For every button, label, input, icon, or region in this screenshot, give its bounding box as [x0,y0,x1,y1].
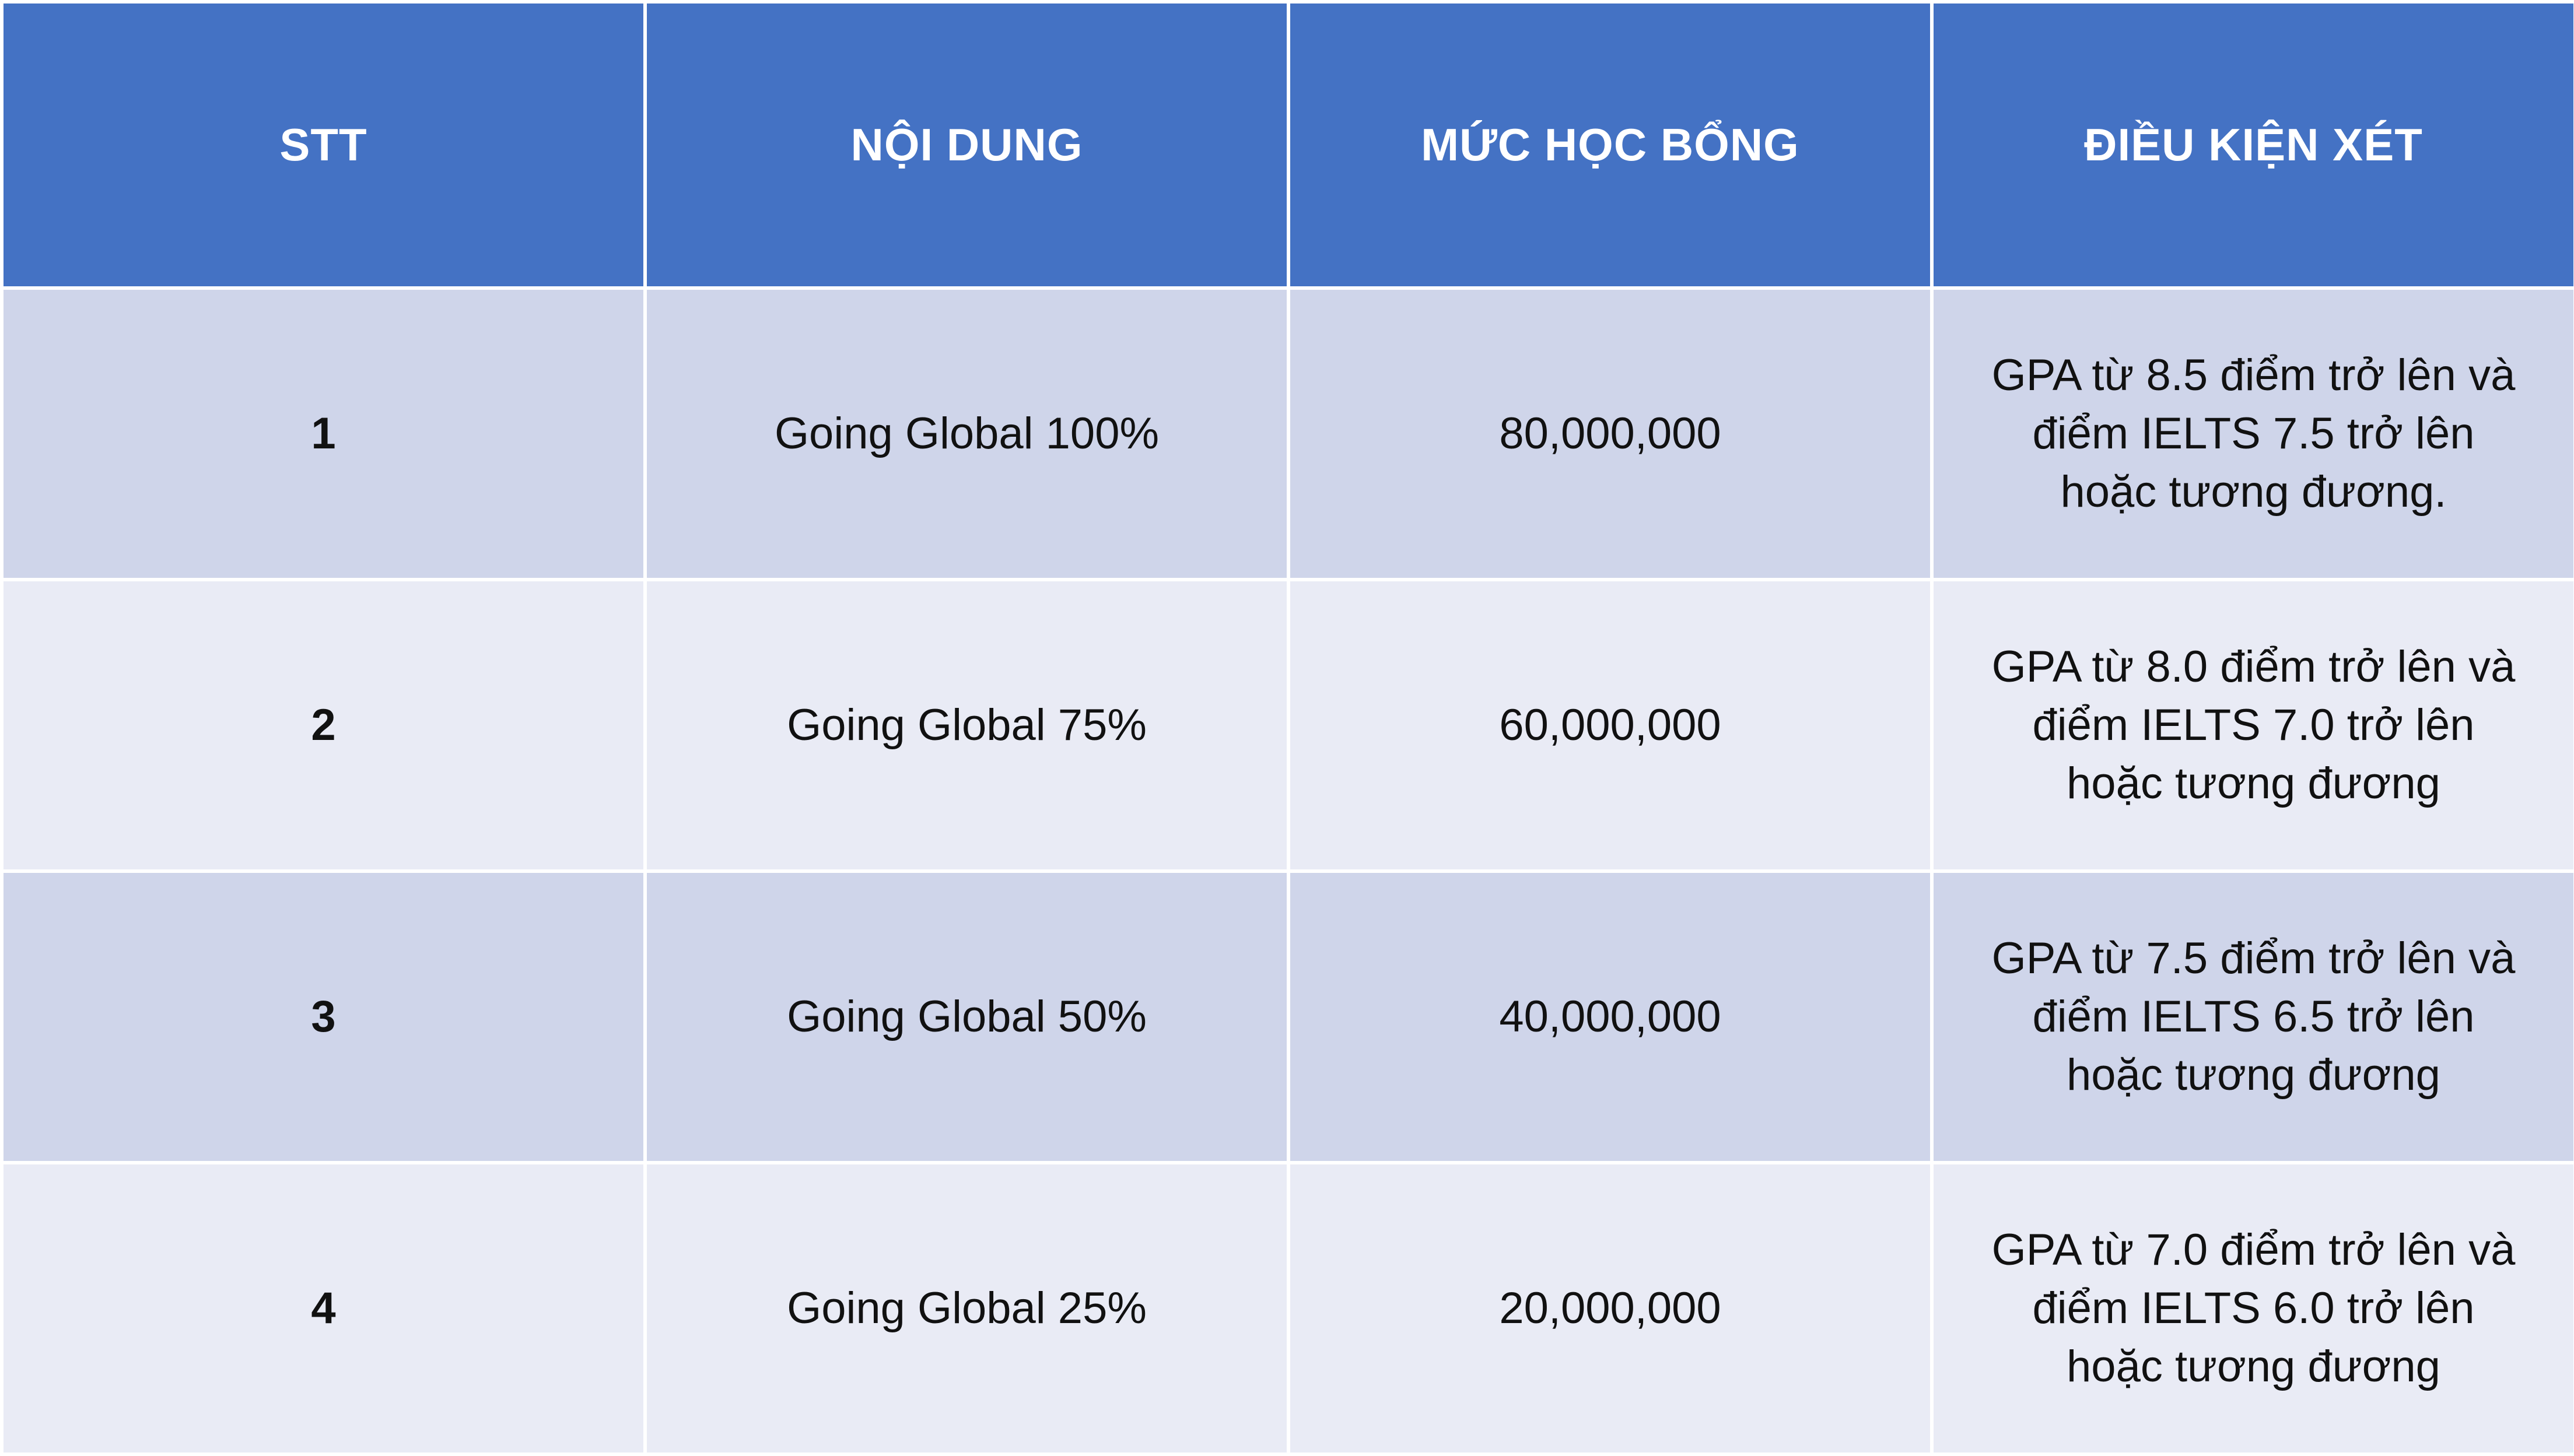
cell-stt: 1 [0,286,647,581]
cell-stt: 4 [0,1161,647,1456]
cell-noi-dung: Going Global 25% [643,1161,1290,1456]
header-dieu-kien-xet: ĐIỀU KIỆN XÉT [1930,0,2574,290]
cell-stt: 3 [0,869,647,1164]
table-row: 1 Going Global 100% 80,000,000 GPA từ 8.… [0,286,2574,581]
header-stt: STT [0,0,647,290]
cell-muc-hoc-bong: 60,000,000 [1287,578,1934,873]
cell-noi-dung: Going Global 50% [643,869,1290,1164]
cell-stt: 2 [0,578,647,873]
cell-dieu-kien: GPA từ 7.0 điểm trở lên và điểm IELTS 6.… [1930,1161,2574,1456]
cell-dieu-kien: GPA từ 7.5 điểm trở lên và điểm IELTS 6.… [1930,869,2574,1164]
cell-noi-dung: Going Global 75% [643,578,1290,873]
header-muc-hoc-bong: MỨC HỌC BỔNG [1287,0,1934,290]
cell-muc-hoc-bong: 20,000,000 [1287,1161,1934,1456]
table-row: 4 Going Global 25% 20,000,000 GPA từ 7.0… [0,1161,2574,1456]
table-header-row: STT NỘI DUNG MỨC HỌC BỔNG ĐIỀU KIỆN XÉT [0,0,2574,290]
cell-dieu-kien: GPA từ 8.5 điểm trở lên và điểm IELTS 7.… [1930,286,2574,581]
table-row: 3 Going Global 50% 40,000,000 GPA từ 7.5… [0,869,2574,1164]
header-noi-dung: NỘI DUNG [643,0,1290,290]
cell-muc-hoc-bong: 40,000,000 [1287,869,1934,1164]
cell-dieu-kien: GPA từ 8.0 điểm trở lên và điểm IELTS 7.… [1930,578,2574,873]
table-row: 2 Going Global 75% 60,000,000 GPA từ 8.0… [0,578,2574,873]
cell-muc-hoc-bong: 80,000,000 [1287,286,1934,581]
cell-noi-dung: Going Global 100% [643,286,1290,581]
